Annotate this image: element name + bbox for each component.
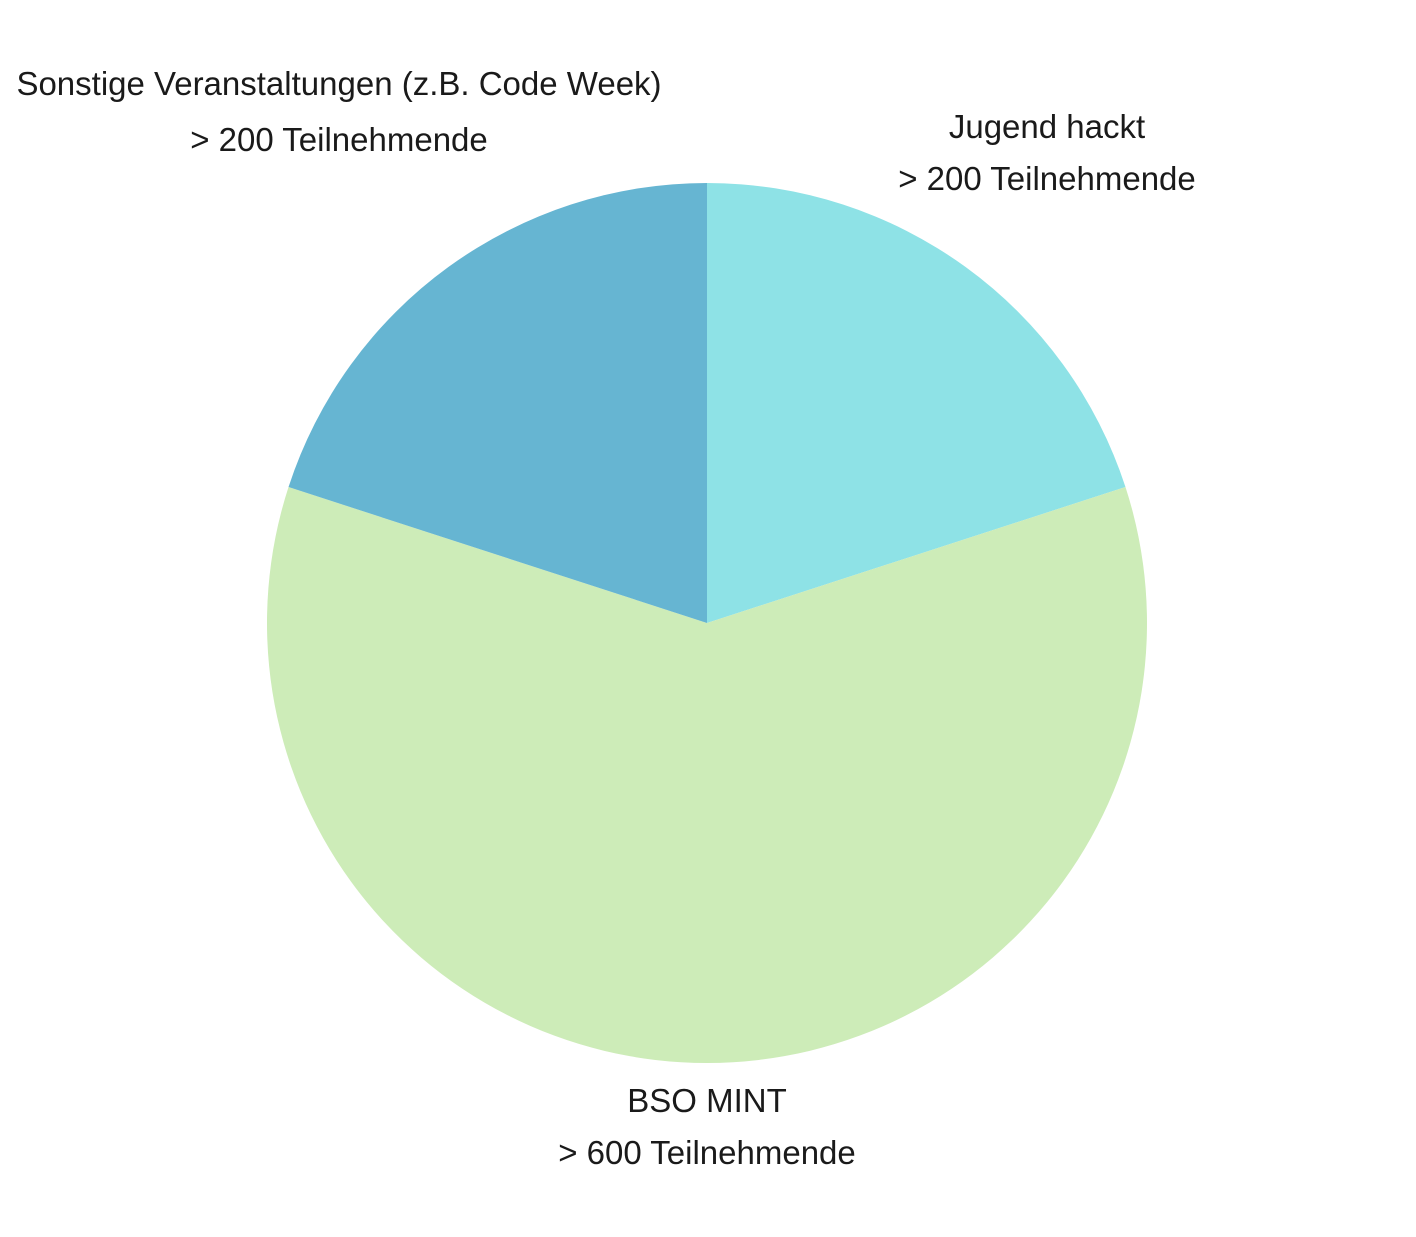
labels-layer: Jugend hackt > 200 Teilnehmende BSO MINT… <box>16 65 1195 1171</box>
slices-layer <box>267 183 1147 1063</box>
pie-slice-bso-mint <box>267 487 1147 1063</box>
slice-label-jugend-hackt: Jugend hackt <box>949 108 1145 145</box>
slice-detail-sonstige: > 200 Teilnehmende <box>190 121 488 158</box>
slice-label-bso-mint: BSO MINT <box>627 1082 787 1119</box>
pie-slice-jugend-hackt <box>707 183 1126 623</box>
slice-detail-bso-mint: > 600 Teilnehmende <box>558 1134 856 1171</box>
slice-detail-jugend-hackt: > 200 Teilnehmende <box>898 160 1196 197</box>
slice-label-sonstige: Sonstige Veranstaltungen (z.B. Code Week… <box>16 65 661 102</box>
pie-slice-sonstige <box>288 183 707 623</box>
